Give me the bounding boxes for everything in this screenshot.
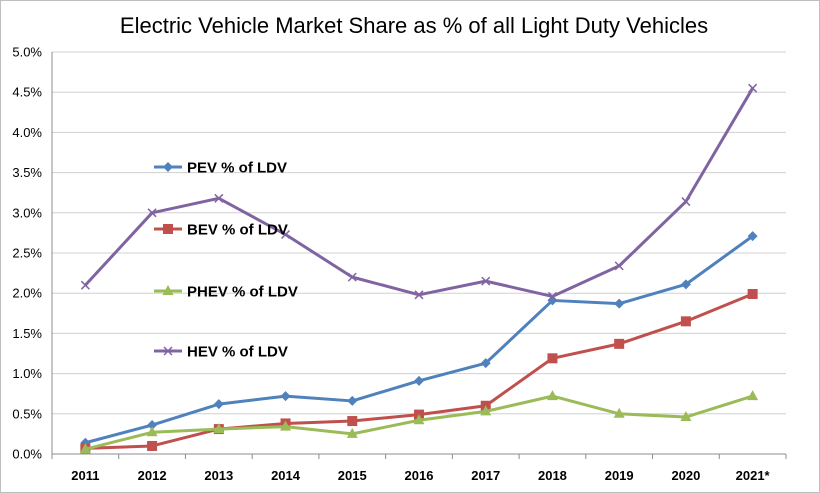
data-point [347,272,357,282]
x-tick-label: 2017 [471,468,500,483]
data-point [281,229,291,240]
x-tick-label: 2018 [538,468,567,483]
marker-stroke [147,208,157,218]
data-point [413,414,425,425]
gridlines [52,51,786,415]
series-hev [80,83,758,301]
x-tick-label: 2014 [271,468,301,483]
data-point [547,291,557,301]
series-lines [79,83,759,454]
legend-item: PHEV % of LDV [154,284,298,301]
data-point [213,423,225,434]
axes: 0.0% 0.5% 1.0% 1.5% 2.0% 2.5% 3.0% 3.5% 4.0% 4.5%… [12,45,787,483]
y-tick-label: 0.5% [12,406,42,421]
data-point [747,289,758,300]
data-point [547,353,558,364]
data-point [146,426,158,437]
data-point [147,420,158,431]
data-point [614,338,625,349]
data-point [680,316,691,327]
y-tick-label: 0.0% [12,447,42,462]
marker-stroke [748,83,758,93]
x-tick-label: 2019 [605,468,634,483]
marker-stroke [347,272,357,282]
data-point [613,407,625,418]
y-tick-label: 1.0% [12,366,42,381]
y-tick-label: 2.0% [12,286,42,301]
data-point [680,411,692,422]
legend-marker [163,224,173,234]
series-bev [80,289,758,454]
data-point [481,276,491,286]
legend-label: HEV % of LDV [187,344,288,361]
data-point [214,193,224,203]
y-tick-label: 3.0% [12,205,42,220]
x-tick-label: 2021* [736,468,771,483]
data-point [80,280,90,290]
x-tick-label: 2011 [71,468,99,483]
legend: PEV % of LDV BEV % of LDV PHEV % of LDV HEV… [154,160,298,361]
marker-stroke [614,261,624,271]
data-point [280,420,292,431]
data-point [79,443,91,454]
x-tick-label: 2016 [405,468,434,483]
data-point [680,279,691,290]
data-point [280,391,291,402]
data-point [681,197,691,207]
data-point [347,416,358,427]
legend-item: BEV % of LDV [154,222,288,239]
x-tick-label: 2015 [338,468,367,483]
data-point [414,375,424,386]
series-phev [79,390,759,454]
data-point [414,290,424,300]
x-tick-label: 2013 [204,468,233,483]
legend-label: PEV % of LDV [187,160,287,177]
legend-label: PHEV % of LDV [187,284,298,301]
y-tick-label: 2.5% [12,246,42,261]
y-tick-label: 4.5% [12,85,42,100]
y-tick-label: 1.5% [12,326,42,341]
series-pev [80,231,758,448]
data-point [747,390,759,401]
marker-stroke [214,193,224,203]
data-point [614,261,624,271]
x-tick-label: 2012 [138,468,167,483]
data-point [147,440,158,451]
data-point [213,399,224,410]
data-point [614,298,625,309]
chart-title: Electric Vehicle Market Share as % of al… [120,13,708,38]
legend-marker [163,346,173,356]
legend-marker [163,162,173,172]
legend-item: HEV % of LDV [154,344,288,361]
y-tick-label: 5.0% [12,45,42,60]
marker-stroke [481,276,491,286]
legend-item: PEV % of LDV [154,160,287,177]
legend-label: BEV % of LDV [187,222,288,239]
marker-stroke [547,291,557,301]
y-tick-label: 4.0% [12,125,42,140]
series-line [84,87,754,298]
data-point [480,358,491,369]
data-point [347,395,358,406]
marker-stroke [80,280,90,290]
marker-stroke [281,229,291,240]
x-tick-label: 2020 [671,468,700,483]
data-point [346,427,358,438]
marker-stroke [681,197,691,207]
marker-stroke [414,290,424,300]
legend-marker [162,285,174,295]
series-line [85,292,754,450]
data-point [546,390,558,401]
data-point [480,405,492,416]
y-tick-label: 3.5% [12,165,42,180]
marker-stroke [163,346,173,356]
data-point [748,83,758,93]
data-point [147,208,157,218]
data-point [747,231,758,242]
